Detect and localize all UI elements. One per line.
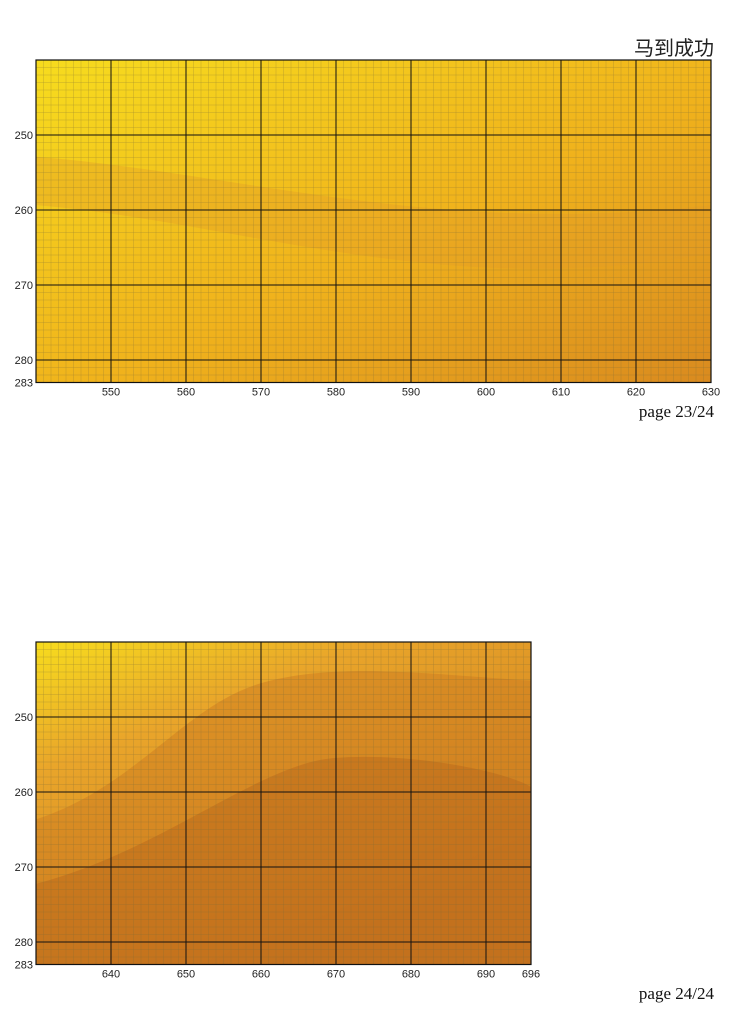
x-tick-label: 650: [177, 969, 195, 981]
chart-panel-page-24: 640 650 660 670 680 690 696 250 260 270 280 283: [0, 632, 750, 992]
x-tick-label: 580: [327, 387, 345, 399]
x-tick-label: 630: [702, 387, 720, 399]
page-number-label: page 23/24: [638, 402, 714, 421]
x-tick-label: 680: [402, 969, 420, 981]
x-tick-label: 560: [177, 387, 195, 399]
y-tick-label: 270: [15, 862, 33, 874]
fine-grid: [35, 641, 532, 965]
x-tick-label: 570: [252, 387, 270, 399]
y-tick-label: 280: [15, 937, 33, 949]
x-tick-label: 690: [477, 969, 495, 981]
x-tick-label: 696: [522, 969, 540, 981]
x-tick-label: 660: [252, 969, 270, 981]
y-tick-label: 280: [15, 355, 33, 367]
y-tick-label: 283: [15, 378, 33, 390]
chart-panel-page-23: 550 560 570 580 590 600 610 620 630 250 260 270 280 2…: [0, 50, 750, 410]
page-number-label: page 24/24: [638, 984, 714, 1003]
y-tick-label: 270: [15, 280, 33, 292]
pattern-title: 马到成功: [634, 36, 714, 60]
x-tick-label: 600: [477, 387, 495, 399]
cross-stitch-grid-page-24: 640 650 660 670 680 690 696 250 260 270 280 283: [15, 641, 540, 981]
y-tick-label: 260: [15, 787, 33, 799]
cross-stitch-grid-page-23: 550 560 570 580 590 600 610 620 630 250 260 270 280 2…: [15, 59, 720, 399]
x-tick-label: 550: [102, 387, 120, 399]
x-tick-label: 610: [552, 387, 570, 399]
x-tick-label: 590: [402, 387, 420, 399]
y-tick-label: 250: [15, 712, 33, 724]
grid-frame: [35, 59, 712, 384]
x-tick-label: 620: [627, 387, 645, 399]
x-tick-label: 640: [102, 969, 120, 981]
fine-grid: [35, 59, 712, 383]
x-tick-label: 670: [327, 969, 345, 981]
y-tick-label: 250: [15, 130, 33, 142]
y-tick-label: 283: [15, 960, 33, 972]
y-tick-label: 260: [15, 205, 33, 217]
grid-frame: [35, 641, 532, 966]
